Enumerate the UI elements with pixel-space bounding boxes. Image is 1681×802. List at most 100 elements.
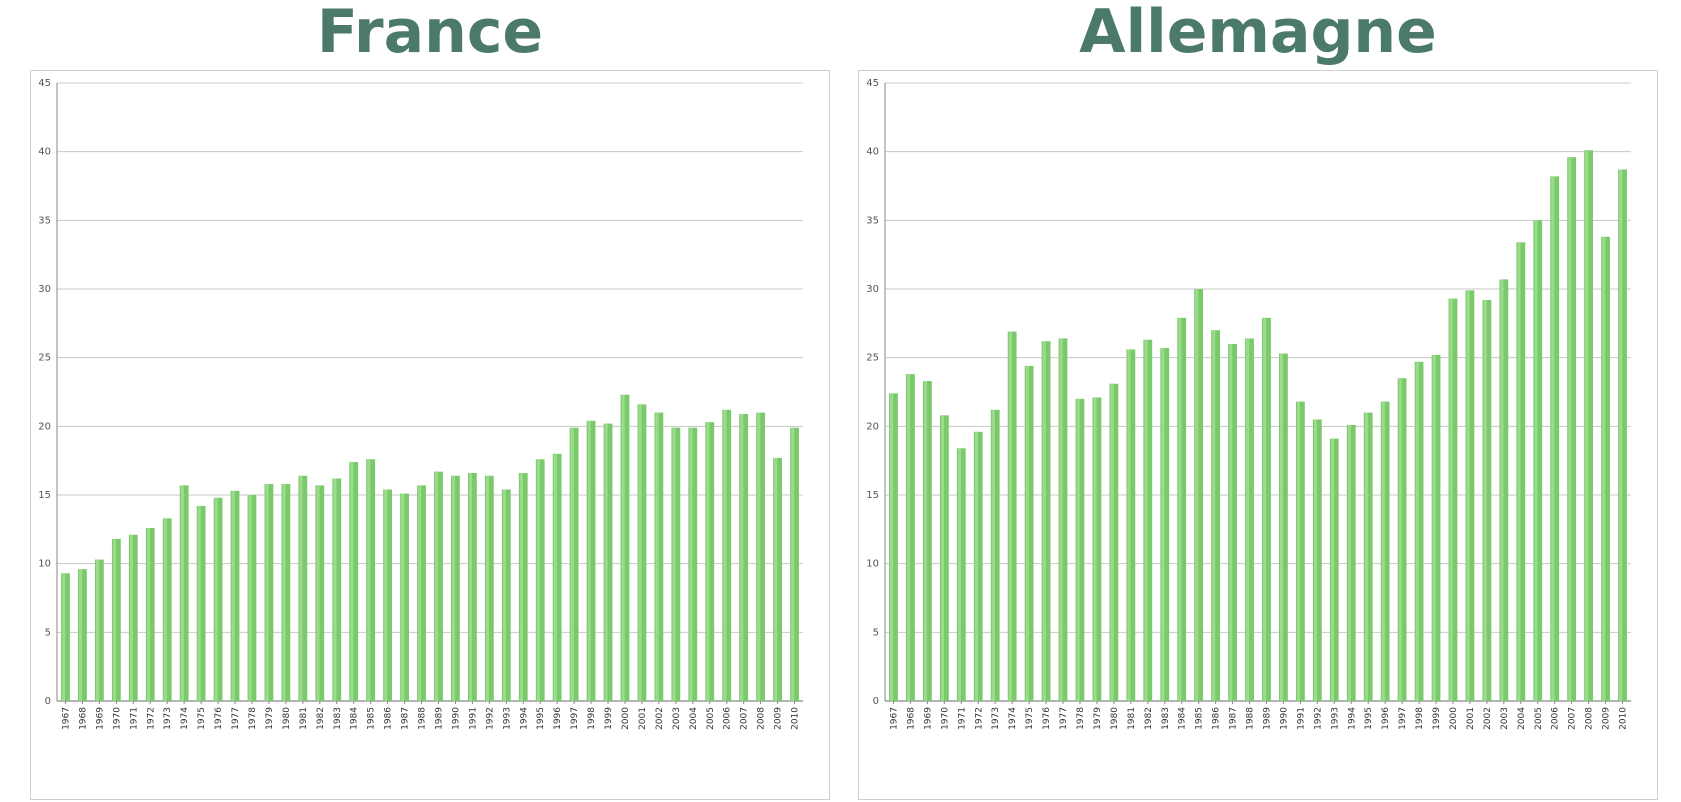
bar	[1160, 348, 1170, 701]
bar-highlight	[1059, 338, 1063, 701]
x-tick-label: 1988	[1246, 707, 1256, 730]
bar-highlight	[1398, 378, 1402, 701]
y-tick-label: 40	[38, 147, 51, 158]
x-tick-label: 1968	[906, 707, 916, 730]
x-tick-label: 1979	[265, 707, 275, 730]
bar	[1346, 424, 1356, 701]
y-tick-label: 5	[873, 627, 879, 638]
x-tick-label: 1972	[146, 707, 156, 730]
bar-highlight	[1551, 176, 1555, 701]
x-tick-label: 1982	[316, 707, 326, 730]
bar	[315, 485, 325, 701]
bar	[1194, 289, 1204, 701]
bar-highlight	[1364, 412, 1368, 701]
bar-highlight	[1144, 339, 1148, 701]
y-tick-label: 5	[45, 627, 51, 638]
bar	[1109, 383, 1119, 701]
x-tick-label: 1981	[1127, 707, 1137, 730]
bar-highlight	[553, 453, 557, 701]
chart-allemagne-svg: 0 5 10 15 20 25 30 35 40 45 1967 1968 1969 1970 1971 19…	[866, 78, 1631, 730]
bar-highlight	[791, 427, 795, 701]
x-tick-label: 1974	[180, 707, 190, 730]
bar-highlight	[1517, 242, 1521, 701]
bar	[756, 412, 766, 701]
x-tick-label: 1978	[248, 707, 258, 730]
bar-highlight	[452, 475, 456, 701]
x-tick-label: 1999	[604, 707, 614, 730]
bar	[1380, 401, 1390, 701]
bar-highlight	[197, 505, 201, 701]
x-tick-label: 1967	[889, 707, 899, 730]
x-tick-label: 1992	[485, 707, 495, 730]
bar	[1499, 279, 1509, 701]
x-tick-label: 1998	[587, 707, 597, 730]
bar-highlight	[299, 475, 303, 701]
x-tick-label: 1986	[1212, 707, 1222, 730]
bar	[739, 413, 749, 701]
bar-highlight	[604, 423, 608, 701]
x-tick-label: 2005	[1534, 707, 1544, 730]
bar	[654, 412, 664, 701]
bar	[722, 409, 732, 701]
bar	[434, 471, 443, 701]
bar-highlight	[940, 415, 945, 701]
bar-highlight	[502, 489, 506, 701]
bar	[1516, 242, 1526, 701]
bar	[637, 404, 647, 701]
bar	[111, 538, 121, 701]
x-tick-label: 1975	[1025, 707, 1035, 730]
x-tick-label: 2004	[1517, 707, 1527, 730]
bar	[1482, 299, 1492, 701]
bar-highlight	[418, 485, 422, 701]
x-tick-label: 1995	[1364, 707, 1374, 730]
x-tick-label: 1974	[1008, 707, 1018, 730]
bar	[1279, 353, 1288, 701]
x-tick-label: 1993	[1330, 707, 1340, 730]
bar-highlight	[1229, 343, 1233, 701]
x-tick-label: 1980	[282, 707, 292, 730]
bar	[501, 489, 511, 701]
x-tick-label: 1997	[1398, 707, 1408, 730]
bar	[1126, 349, 1136, 701]
bar	[1058, 338, 1068, 701]
x-tick-label: 1997	[570, 707, 580, 730]
x-tick-label: 1971	[957, 707, 967, 730]
x-tick-label: 2009	[1602, 707, 1612, 730]
x-tick-label: 1994	[519, 707, 529, 730]
bar	[1041, 341, 1051, 701]
bar-highlight	[384, 489, 388, 701]
bar-highlight	[248, 495, 252, 701]
bar	[400, 493, 409, 701]
bar	[705, 422, 715, 701]
bar	[990, 409, 1000, 701]
bar-highlight	[570, 427, 574, 701]
bar	[535, 459, 545, 701]
bar	[1075, 398, 1085, 701]
x-tick-label: 1968	[78, 707, 88, 730]
bar-highlight	[1619, 169, 1623, 701]
y-tick-label: 15	[866, 490, 879, 501]
bar	[1295, 401, 1305, 701]
x-tick-label: 2008	[757, 707, 767, 730]
x-tick-label: 1973	[163, 707, 173, 730]
bar	[145, 527, 155, 701]
bar-highlight	[1534, 220, 1538, 702]
bar	[1431, 354, 1441, 701]
bar-highlight	[907, 374, 911, 701]
bar-highlight	[79, 569, 83, 701]
bar-highlight	[1110, 383, 1114, 701]
bar	[1177, 317, 1187, 701]
x-tick-label: 1975	[197, 707, 207, 730]
x-tick-label: 1987	[401, 707, 411, 730]
x-tick-label: 2006	[1551, 707, 1561, 730]
bar-highlight	[485, 475, 490, 701]
x-tick-label: 1969	[923, 707, 933, 730]
bar	[906, 374, 915, 701]
bar-highlight	[401, 493, 405, 701]
x-tick-label: 1987	[1229, 707, 1239, 730]
y-tick-label: 20	[866, 421, 879, 432]
x-tick-label: 1990	[451, 707, 461, 730]
bar	[1601, 236, 1610, 701]
bar	[518, 473, 528, 701]
bar	[213, 497, 223, 701]
